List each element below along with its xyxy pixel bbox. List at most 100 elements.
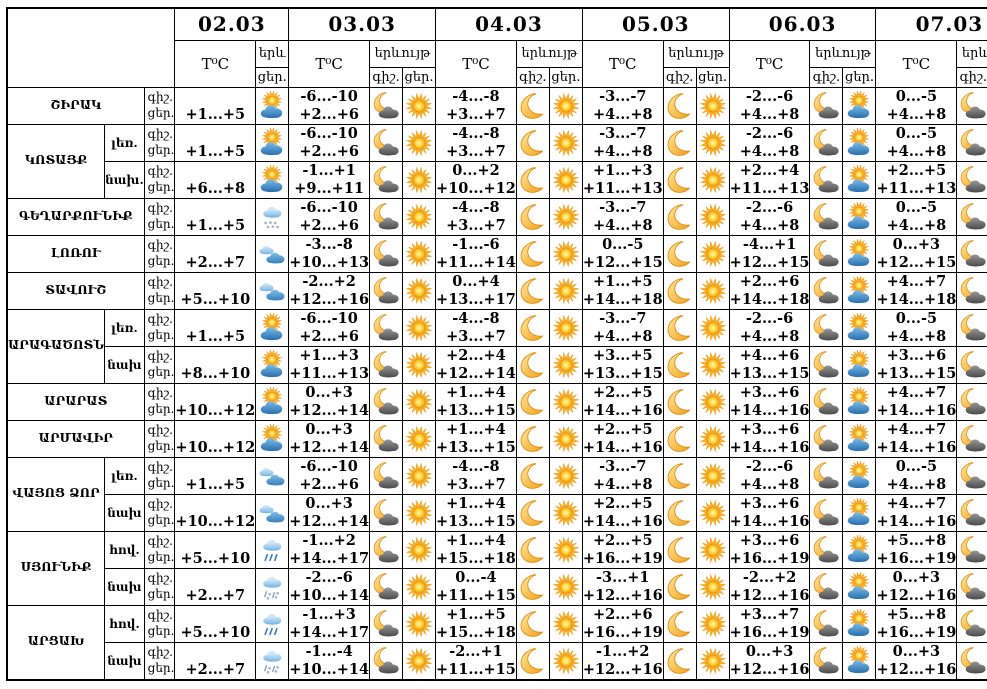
- day-temp: +2...+7: [185, 586, 246, 604]
- sun-icon: [402, 271, 437, 310]
- night-temp: +2...+5: [592, 383, 653, 401]
- day-temp: +3...+7: [446, 327, 506, 345]
- temp-range-cell: -2...-6 +4...+8: [728, 456, 811, 495]
- day-temp: +14...+16: [876, 438, 957, 456]
- night-temp: [176, 569, 255, 587]
- night-temp: -4...-8: [452, 124, 500, 142]
- temp-range-cell: -4...-8 +3...+7: [435, 86, 517, 125]
- moon-icon: [515, 160, 550, 199]
- day-temp: +12...+16: [876, 586, 957, 604]
- sun-cloud-icon: [255, 86, 290, 125]
- night-label: գիշ.: [147, 126, 173, 141]
- moon-icon: [515, 604, 550, 643]
- night-temp: -1...+1: [302, 161, 356, 179]
- night-header: գիշ.: [809, 66, 844, 88]
- moon-icon: [662, 123, 697, 162]
- night-day-labels: գիշ. ցեր.: [143, 123, 176, 162]
- moon-icon: [515, 271, 550, 310]
- subregion-label: նախ.: [104, 160, 145, 199]
- day-temp: +12...+16: [582, 660, 663, 678]
- night-temp: [176, 273, 255, 291]
- day-temp: +12...+14: [436, 364, 516, 382]
- moon-icon: [662, 604, 697, 643]
- clouds-icon: [255, 493, 290, 532]
- day-label: ցեր.: [147, 512, 175, 527]
- day-temp: +1...+5: [185, 475, 246, 493]
- night-temp: +2...+6: [592, 605, 653, 623]
- night-temp: [176, 310, 255, 328]
- temp-range-cell: -2...-6 +10...+14: [288, 567, 371, 606]
- day-temp: +16...+19: [582, 549, 663, 567]
- temp-range-cell: -1...+2 +12...+16: [581, 641, 664, 680]
- temp-range-cell: -4...-8 +3...+7: [435, 197, 517, 236]
- day-temp: +4...+8: [592, 475, 653, 493]
- day-temp: +11...+13: [582, 179, 663, 197]
- temp-range-cell: -6...-10 +2...+6: [288, 197, 371, 236]
- night-temp: -3...-7: [599, 309, 647, 327]
- night-label: գիշ.: [147, 385, 173, 400]
- moon-cloud-icon: [956, 382, 987, 421]
- region-name: ԱՐԱՐԱՏ: [6, 382, 145, 421]
- night-temp: +3...+5: [592, 346, 653, 364]
- temp-range-cell: +10...+12: [174, 382, 257, 421]
- day-temp: +2...+6: [299, 142, 359, 160]
- night-temp: +3...+6: [739, 383, 800, 401]
- table-row: ՎԱՅՈՑ ՁՈՐ լեռ. գիշ. ցեր. +1...+5 -6...-10 +2.…: [6, 456, 987, 532]
- night-temp: -4...-8: [452, 457, 500, 475]
- night-temp: +5...+8: [886, 605, 947, 623]
- temp-range-cell: -4...-8 +3...+7: [435, 308, 517, 347]
- temp-range-cell: +4...+7 +14...+16: [875, 419, 958, 458]
- moon-cloud-icon: [956, 123, 987, 162]
- temp-header: T⁰C: [174, 39, 257, 88]
- day-temp: +14...+16: [729, 512, 810, 530]
- temp-range-cell: +1...+5 +14...+18: [581, 271, 664, 310]
- moon-icon: [662, 308, 697, 347]
- night-temp: +2...+5: [592, 420, 653, 438]
- day-temp: +3...+7: [446, 475, 506, 493]
- sun-icon: [402, 345, 437, 384]
- night-temp: +2...+6: [739, 272, 800, 290]
- moon-cloud-icon: [956, 419, 987, 458]
- day-label: ցեր.: [147, 364, 175, 379]
- temp-range-cell: 0...-5 +4...+8: [875, 86, 958, 125]
- table-row: ԱՐՑԱԽ հով. գիշ. ցեր. +5...+10 -1...+3 +14...+…: [6, 604, 987, 680]
- night-temp: [176, 162, 255, 180]
- day-temp: +16...+19: [729, 623, 810, 641]
- sun-icon: [402, 382, 437, 421]
- day-temp: +16...+19: [876, 623, 957, 641]
- night-temp: 0...+3: [305, 494, 353, 512]
- night-day-labels: գիշ. ցեր.: [143, 493, 176, 532]
- temp-range-cell: +2...+7: [174, 641, 257, 680]
- day-temp: +13...+15: [729, 364, 810, 382]
- night-temp: [176, 384, 255, 402]
- weather-table: 02.03 03.03 04.03 05.03 06.03 07.03 T⁰C …: [6, 7, 987, 681]
- moon-cloud-icon: [809, 271, 844, 310]
- day-temp: +11...+13: [289, 364, 370, 382]
- temp-range-cell: +3...+6 +13...+15: [875, 345, 958, 384]
- temp-range-cell: -3...-7 +4...+8: [581, 308, 664, 347]
- moon-cloud-icon: [809, 419, 844, 458]
- night-temp: +2...+4: [739, 161, 800, 179]
- day-temp: +14...+16: [729, 438, 810, 456]
- sun-cloud-icon: [255, 419, 290, 458]
- day-temp: +4...+8: [886, 105, 947, 123]
- moon-icon: [515, 234, 550, 273]
- day-header: ցեր.: [548, 66, 583, 88]
- temp-range-cell: +1...+5: [174, 308, 257, 347]
- sun-cloud-icon: [842, 197, 877, 236]
- date-header: 07.03: [875, 7, 987, 41]
- temp-range-cell: +5...+10: [174, 271, 257, 310]
- sun-icon: [548, 567, 583, 606]
- day-label: ցեր.: [147, 401, 175, 416]
- moon-cloud-icon: [369, 123, 404, 162]
- sun-icon: [695, 567, 730, 606]
- temp-range-cell: +5...+8 +16...+19: [875, 530, 958, 569]
- temp-range-cell: 0...+3 +12...+14: [288, 493, 371, 532]
- day-temp: +12...+16: [876, 660, 957, 678]
- night-temp: -1...+3: [302, 605, 356, 623]
- temp-range-cell: +2...+5 +11...+13: [875, 160, 958, 199]
- day-temp: +11...+13: [876, 179, 957, 197]
- temp-range-cell: -6...-10 +2...+6: [288, 86, 371, 125]
- sun-icon: [695, 234, 730, 273]
- night-temp: +2...+5: [886, 161, 947, 179]
